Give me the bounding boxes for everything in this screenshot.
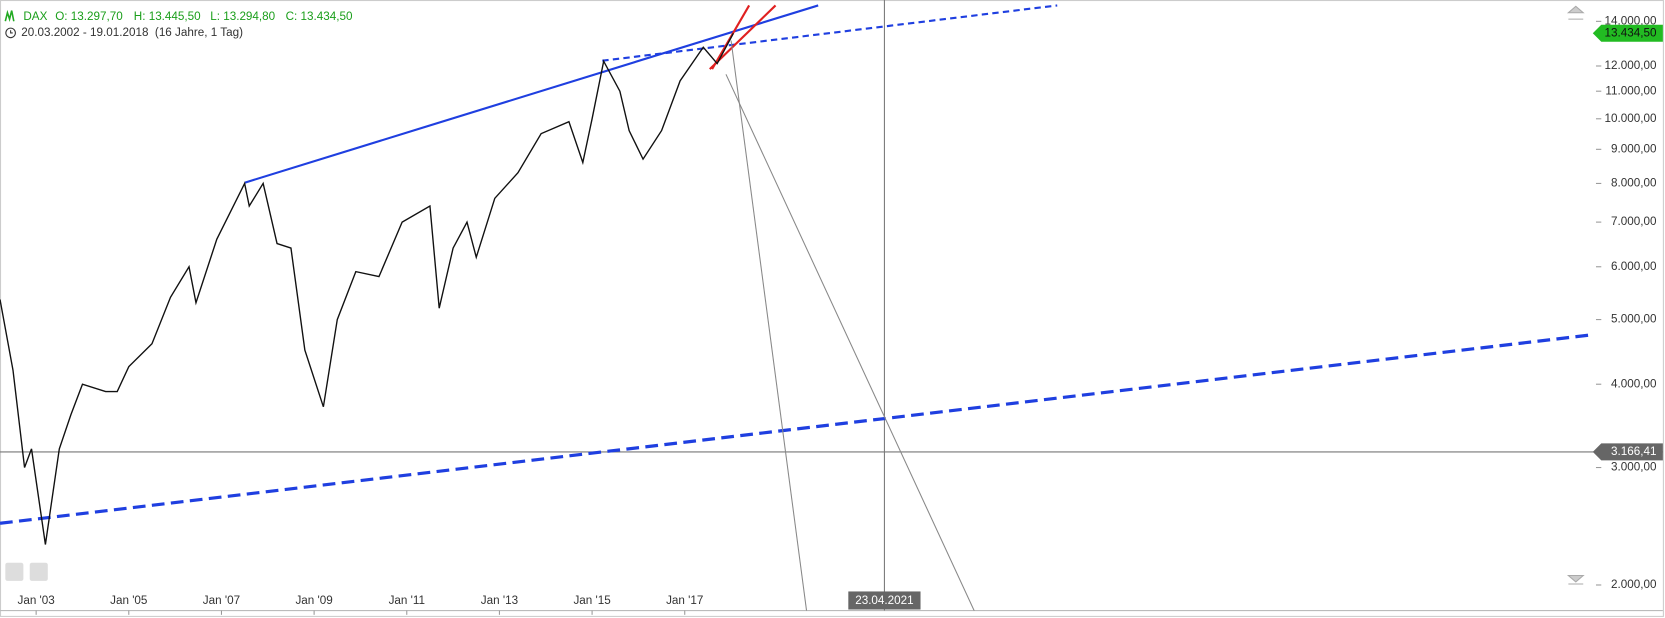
y-tick-label: 14.000,00 (1605, 14, 1657, 27)
chart-subtitle: 20.03.2002 - 19.01.2018 (16 Jahre, 1 Tag… (21, 26, 243, 39)
trendline (725, 74, 975, 611)
clock-icon (5, 27, 16, 39)
y-tick-label: 11.000,00 (1605, 84, 1657, 97)
crosshair-x-label: 23.04.2021 (855, 594, 913, 607)
y-tick-label: 9.000,00 (1611, 142, 1657, 155)
overlay: 2.000,00 3.000,00 4.000,00 5.000,00 6.000,00… (18, 14, 1663, 615)
x-tick-label: Jan '15 (573, 594, 610, 607)
tool-button[interactable] (5, 562, 24, 581)
clock-hand (10, 30, 13, 34)
x-tick-label: Jan '17 (666, 594, 703, 607)
trendline (602, 4, 1058, 62)
x-tick-label: Jan '07 (203, 594, 240, 607)
y-tick-label: 4.000,00 (1611, 377, 1657, 390)
trendline (709, 4, 777, 70)
x-tick-label: Jan '03 (18, 594, 55, 607)
y-tick-label: 6.000,00 (1611, 260, 1657, 273)
last-price-badge (1592, 24, 1663, 42)
scroll-up[interactable] (1566, 5, 1585, 20)
y-tick-label: 5.000,00 (1611, 313, 1657, 326)
y-tick-label: 12.000,00 (1605, 59, 1657, 72)
x-tick-label: Jan '11 (389, 594, 425, 607)
trendline (244, 4, 819, 184)
tool-button[interactable] (29, 562, 48, 581)
y-tick-label: 7.000,00 (1611, 215, 1657, 228)
y-tick-label: 8.000,00 (1611, 177, 1657, 190)
x-tick-label: Jan '13 (481, 594, 518, 607)
quote-close: C: 13.434,50 (286, 10, 353, 23)
trendline (0, 333, 1593, 525)
x-tick-label: Jan '09 (295, 594, 332, 607)
crosshair-x-badge (848, 591, 921, 610)
y-tick-label: 10.000,00 (1605, 112, 1657, 125)
y-tick-label: 2.000,00 (1611, 578, 1657, 591)
quote-high: H: 13.445,50 (134, 10, 201, 23)
chart-title: DAX (23, 10, 47, 23)
quote-open: O: 13.297,70 (55, 10, 123, 23)
chart-icon (4, 9, 15, 22)
trendline (730, 40, 808, 611)
scroll-down[interactable] (1566, 574, 1585, 585)
header: DAX O: 13.297,70 H: 13.445,50 L: 13.294,… (4, 9, 353, 39)
last-price-label: 13.434,50 (1605, 26, 1657, 39)
crosshair-y-badge (1592, 443, 1663, 461)
crosshair-y-label: 3.166,41 (1611, 445, 1656, 458)
x-tick-label: Jan '05 (110, 594, 147, 607)
price-line (0, 32, 734, 545)
y-tick-label: 3.000,00 (1611, 461, 1657, 474)
quote-low: L: 13.294,80 (210, 10, 275, 23)
